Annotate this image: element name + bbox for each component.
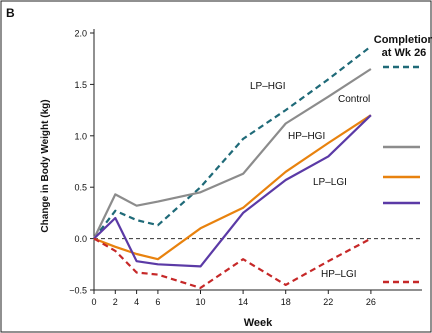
y-tick-label: 1.0 — [74, 131, 87, 141]
y-tick-label: 2.0 — [74, 29, 87, 39]
x-tick-label: 10 — [195, 297, 205, 307]
series-line-lp-hgi — [93, 45, 372, 240]
series-label-hp-hgi: HP–HGI — [288, 131, 325, 142]
series-line-lp-lgi — [93, 114, 372, 268]
x-tick-label: 18 — [281, 297, 291, 307]
panel-label: B — [6, 6, 15, 20]
y-axis-label: Change in Body Weight (kg) — [40, 99, 51, 232]
y-tick-label: 1.5 — [74, 80, 87, 90]
series-line-hp-lgi — [93, 237, 372, 289]
series-label-lp-hgi: LP–HGI — [250, 81, 286, 92]
x-tick-label: 26 — [366, 297, 376, 307]
y-tick-label: 0.5 — [74, 183, 87, 193]
x-tick-label: 4 — [134, 297, 139, 307]
x-tick-label: 2 — [113, 297, 118, 307]
y-tick-label: −0.5 — [69, 286, 87, 296]
legend-title-line2: at Wk 26 — [382, 47, 427, 59]
series-layer — [93, 45, 372, 289]
x-tick-label: 22 — [323, 297, 333, 307]
series-labels: LP–HGI Control HP–HGI LP–LGI HP–LGI — [250, 81, 370, 280]
x-axis-label: Week — [244, 317, 273, 329]
series-label-control: Control — [338, 94, 370, 105]
x-tick-label: 6 — [155, 297, 160, 307]
x-tick-label: 0 — [91, 297, 96, 307]
x-tick-label: 14 — [238, 297, 248, 307]
series-label-lp-lgi: LP–LGI — [313, 177, 347, 188]
series-line-hp-hgi — [93, 114, 372, 261]
legend: Completion at Wk 26 — [374, 34, 432, 284]
series-line-control — [93, 68, 372, 240]
series-label-hp-lgi: HP–LGI — [321, 269, 357, 280]
legend-title-line1: Completion — [374, 34, 432, 46]
y-tick-label: 0.0 — [74, 234, 87, 244]
